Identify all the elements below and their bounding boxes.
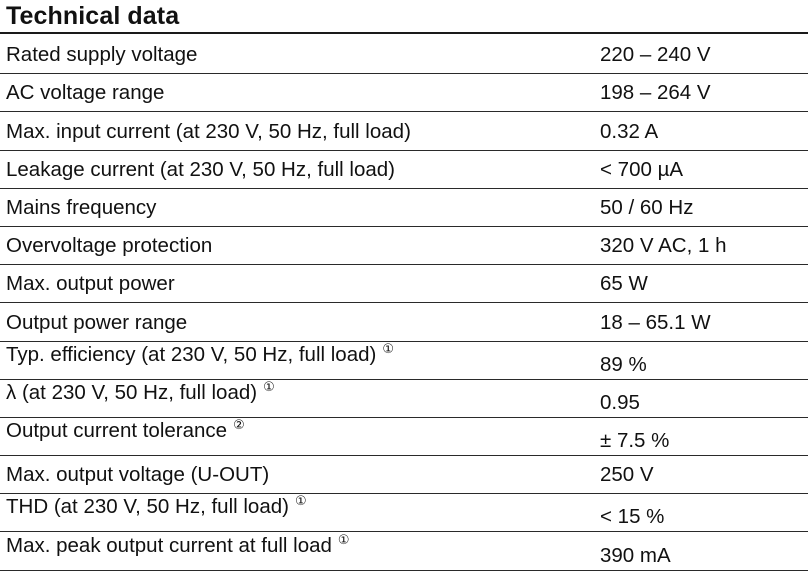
spec-label: Max. output power	[6, 272, 175, 296]
spec-value: 220 – 240 V	[600, 43, 711, 67]
spec-label: Output current tolerance ②	[6, 417, 245, 443]
spec-value: < 700 µA	[600, 157, 684, 181]
spec-row-overvoltage-protection: Overvoltage protection 320 V AC, 1 h	[0, 227, 808, 266]
spec-label: Leakage current (at 230 V, 50 Hz, full l…	[6, 157, 395, 181]
spec-row-rated-supply-voltage: Rated supply voltage 220 – 240 V	[0, 36, 808, 75]
spec-row-leakage-current: Leakage current (at 230 V, 50 Hz, full l…	[0, 151, 808, 189]
footnote-marker: ①	[337, 531, 350, 547]
spec-row-max-input-current: Max. input current (at 230 V, 50 Hz, ful…	[0, 112, 808, 151]
spec-row-mains-frequency: Mains frequency 50 / 60 Hz	[0, 189, 808, 227]
spec-label: λ (at 230 V, 50 Hz, full load) ①	[6, 378, 275, 404]
spec-value: ± 7.5 %	[600, 429, 670, 453]
spec-row-typ-efficiency: Typ. efficiency (at 230 V, 50 Hz, full l…	[0, 342, 808, 380]
spec-value: 65 W	[600, 272, 648, 296]
spec-label: Typ. efficiency (at 230 V, 50 Hz, full l…	[6, 340, 394, 366]
spec-value: 18 – 65.1 W	[600, 310, 711, 334]
footnote-marker: ①	[294, 493, 307, 509]
spec-row-ac-voltage-range: AC voltage range 198 – 264 V	[0, 74, 808, 113]
spec-table: Rated supply voltage 220 – 240 V AC volt…	[0, 36, 808, 571]
spec-row-max-output-voltage: Max. output voltage (U-OUT) 250 V	[0, 456, 808, 495]
spec-value: 198 – 264 V	[600, 81, 711, 105]
spec-label: Mains frequency	[6, 195, 157, 219]
spec-label: Max. output voltage (U-OUT)	[6, 463, 270, 487]
spec-value: 390 mA	[600, 543, 671, 567]
section-title: Technical data	[6, 2, 180, 30]
spec-value: 50 / 60 Hz	[600, 195, 694, 219]
spec-value: 0.32 A	[600, 119, 659, 143]
spec-value: 320 V AC, 1 h	[600, 234, 727, 258]
spec-label: THD (at 230 V, 50 Hz, full load) ①	[6, 493, 307, 519]
spec-label: AC voltage range	[6, 81, 165, 105]
spec-value: 89 %	[600, 352, 647, 376]
spec-value: < 15 %	[600, 505, 665, 529]
spec-row-max-peak-output-current: Max. peak output current at full load ① 3…	[0, 531, 808, 571]
spec-row-power-factor: λ (at 230 V, 50 Hz, full load) ① 0.95	[0, 380, 808, 418]
footnote-marker: ①	[263, 378, 275, 394]
footnote-marker: ①	[382, 340, 394, 356]
title-divider	[0, 32, 808, 34]
spec-value: 250 V	[600, 463, 654, 487]
spec-row-output-power-range: Output power range 18 – 65.1 W	[0, 303, 808, 342]
spec-label: Rated supply voltage	[6, 43, 198, 67]
spec-label: Max. input current (at 230 V, 50 Hz, ful…	[6, 119, 411, 143]
spec-label: Output power range	[6, 310, 188, 334]
spec-label: Overvoltage protection	[6, 234, 213, 258]
spec-row-thd: THD (at 230 V, 50 Hz, full load) ① < 15 %	[0, 493, 808, 533]
spec-row-output-current-tolerance: Output current tolerance ② ± 7.5 %	[0, 417, 808, 457]
footnote-marker: ②	[233, 417, 245, 433]
spec-row-max-output-power: Max. output power 65 W	[0, 265, 808, 304]
spec-label: Max. peak output current at full load ①	[6, 531, 350, 557]
spec-value: 0.95	[600, 390, 640, 414]
